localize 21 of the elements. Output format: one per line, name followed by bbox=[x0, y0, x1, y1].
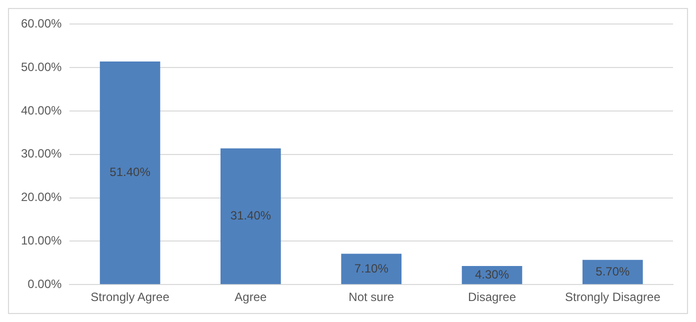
y-tick-label: 60.00% bbox=[20, 16, 62, 31]
y-tick-label: 0.00% bbox=[28, 276, 62, 291]
data-label: 5.70% bbox=[596, 264, 630, 278]
x-tick-label: Agree bbox=[234, 290, 268, 304]
bar bbox=[100, 62, 160, 284]
x-tick-label: Disagree bbox=[468, 290, 516, 304]
y-tick-label: 50.00% bbox=[20, 60, 62, 74]
data-label: 7.10% bbox=[354, 261, 389, 276]
x-tick-label: Strongly Agree bbox=[90, 290, 170, 304]
data-label: 31.40% bbox=[230, 208, 272, 223]
x-tick-label: Not sure bbox=[348, 290, 394, 304]
bar bbox=[220, 148, 281, 284]
bar bbox=[341, 254, 402, 284]
y-tick-label: 40.00% bbox=[20, 103, 62, 118]
y-tick-label: 10.00% bbox=[20, 234, 62, 248]
y-tick-label: 20.00% bbox=[20, 190, 62, 204]
bar bbox=[582, 260, 643, 284]
data-label: 51.40% bbox=[110, 165, 151, 180]
data-label: 4.30% bbox=[474, 267, 510, 282]
y-tick-label: 30.00% bbox=[20, 146, 62, 161]
x-tick-label: Strongly Disagree bbox=[564, 290, 661, 304]
